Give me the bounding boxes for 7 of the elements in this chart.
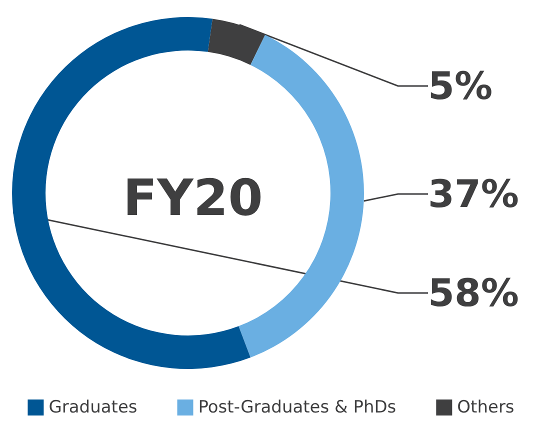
legend-label: Post-Graduates & PhDs <box>198 398 396 418</box>
data-label: 58% <box>428 271 519 315</box>
data-label: 37% <box>428 172 519 216</box>
legend-label: Others <box>457 398 514 418</box>
legend-label: Graduates <box>48 398 138 418</box>
data-label: 5% <box>428 64 493 108</box>
text: FY20 <box>123 169 263 227</box>
